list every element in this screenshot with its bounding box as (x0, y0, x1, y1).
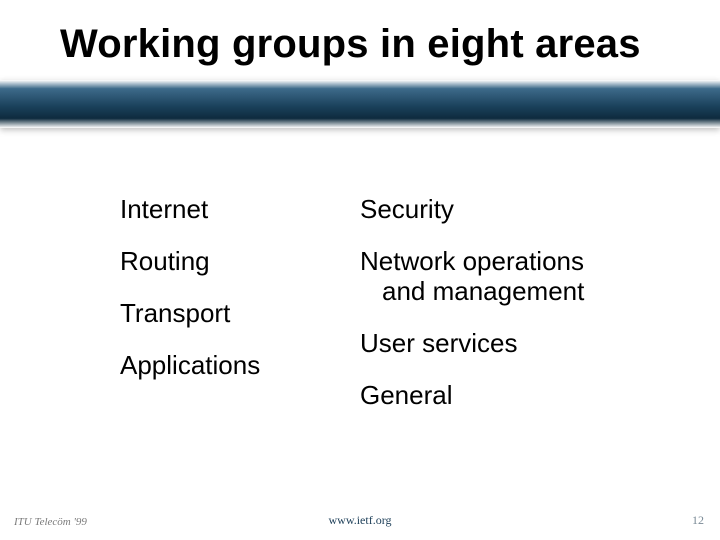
list-item-line: Network operations (360, 247, 640, 277)
slide-title: Working groups in eight areas (60, 22, 641, 67)
footer-page-number: 12 (692, 513, 704, 528)
list-item: Internet (120, 195, 320, 225)
content-area: Internet Routing Transport Applications … (120, 195, 640, 410)
title-banner (0, 80, 720, 128)
footer-left: ITU Telecöm '99 (14, 516, 87, 528)
list-item: User services (360, 329, 640, 359)
list-item-line-cont: and management (360, 277, 640, 307)
right-column: Security Network operations and manageme… (360, 195, 640, 410)
slide: Working groups in eight areas Internet R… (0, 0, 720, 540)
list-item: Transport (120, 299, 320, 329)
list-item: Applications (120, 351, 320, 381)
list-item: Routing (120, 247, 320, 277)
list-item: Security (360, 195, 640, 225)
list-item: General (360, 381, 640, 411)
list-item-multiline: Network operations and management (360, 247, 640, 307)
left-column: Internet Routing Transport Applications (120, 195, 320, 410)
footer-center: www.ietf.org (329, 513, 392, 528)
